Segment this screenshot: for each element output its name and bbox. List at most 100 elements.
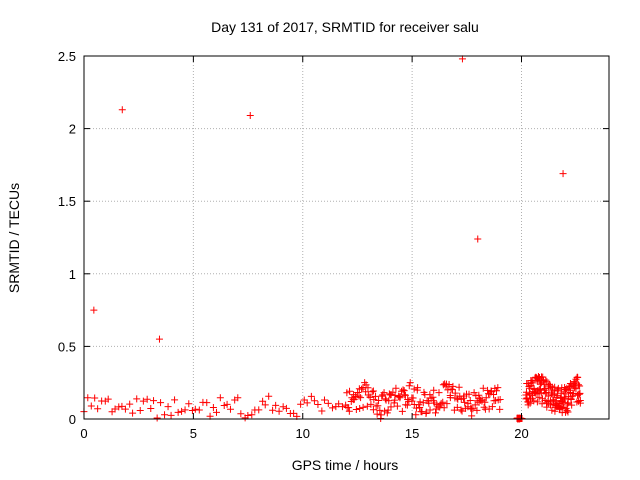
data-point [496, 405, 504, 413]
data-point [455, 383, 463, 391]
data-point [377, 411, 385, 419]
data-point [167, 411, 175, 419]
data-point [542, 376, 550, 384]
data-point [153, 414, 161, 422]
axis-ticks: 0 5 10 15 20 0 0.5 1 1.5 2 2.5 [58, 49, 609, 441]
outlier-point [458, 55, 466, 63]
data-point [356, 404, 364, 412]
data-point [237, 410, 245, 418]
data-point [307, 392, 315, 400]
data-point [496, 395, 504, 403]
data-point [121, 405, 129, 413]
data-point [446, 391, 454, 399]
data-point [164, 403, 172, 411]
data-point [234, 394, 242, 402]
data-point [468, 412, 476, 420]
x-tick-label: 15 [405, 426, 419, 441]
data-point [174, 408, 182, 416]
data-point [338, 403, 346, 411]
data-point [314, 400, 322, 408]
data-point [440, 404, 448, 412]
data-point [150, 397, 158, 405]
data-point [363, 402, 371, 410]
data-point [523, 394, 531, 402]
outlier-point [246, 112, 254, 120]
data-point [383, 409, 391, 417]
data-point [216, 394, 224, 402]
data-point [269, 406, 277, 414]
data-point [375, 397, 383, 405]
y-tick-label: 2 [69, 122, 76, 137]
data-point [405, 382, 413, 390]
data-point [139, 397, 147, 405]
data-point [368, 388, 376, 396]
data-point [480, 403, 488, 411]
data-point [482, 394, 490, 402]
data-point [418, 408, 426, 416]
data-point [481, 398, 489, 406]
data-point [560, 394, 568, 402]
data-point [568, 401, 576, 409]
data-point [303, 399, 311, 407]
data-point [248, 411, 256, 419]
data-point [466, 397, 474, 405]
data-point [569, 390, 577, 398]
data-point [115, 403, 123, 411]
data-point [449, 382, 457, 390]
data-point [279, 403, 287, 411]
data-point [367, 400, 375, 408]
data-point [396, 393, 404, 401]
outlier-point [90, 306, 98, 314]
data-point [126, 400, 134, 408]
data-point [535, 393, 543, 401]
data-point [275, 407, 283, 415]
data-point [410, 400, 418, 408]
data-point [435, 389, 443, 397]
data-point [399, 386, 407, 394]
y-tick-label: 2.5 [58, 49, 76, 64]
data-point [91, 394, 99, 402]
data-point [451, 389, 459, 397]
data-point [143, 395, 151, 403]
data-point [439, 398, 447, 406]
y-axis-label: SRMTID / TECUs [6, 183, 22, 293]
data-point [406, 379, 414, 387]
data-point [414, 384, 422, 392]
data-point [310, 397, 318, 405]
data-point [129, 409, 137, 417]
data-point [373, 410, 381, 418]
data-point [461, 398, 469, 406]
x-tick-label: 20 [514, 426, 528, 441]
data-point [354, 388, 362, 396]
data-point [390, 399, 398, 407]
outlier-point [559, 170, 567, 178]
data-point [573, 398, 581, 406]
data-point [223, 400, 231, 408]
data-point [185, 400, 193, 408]
data-point [385, 397, 393, 405]
data-point [458, 407, 466, 415]
data-point [431, 409, 439, 417]
data-point [369, 387, 377, 395]
data-point [422, 409, 430, 417]
data-point [576, 396, 584, 404]
data-point [352, 406, 360, 414]
data-point [324, 399, 332, 407]
data-point [554, 384, 562, 392]
data-point [490, 397, 498, 405]
x-tick-label: 10 [296, 426, 310, 441]
data-point [475, 391, 483, 399]
data-point [364, 384, 372, 392]
data-point [385, 390, 393, 398]
data-point [576, 382, 584, 390]
data-point [543, 403, 551, 411]
data-point [136, 407, 144, 415]
data-point [272, 401, 280, 409]
data-point [226, 405, 234, 413]
data-point [290, 409, 298, 417]
data-point [471, 401, 479, 409]
data-point [300, 396, 308, 404]
data-point [494, 384, 502, 392]
data-point [181, 406, 189, 414]
plot-frame [83, 55, 610, 420]
